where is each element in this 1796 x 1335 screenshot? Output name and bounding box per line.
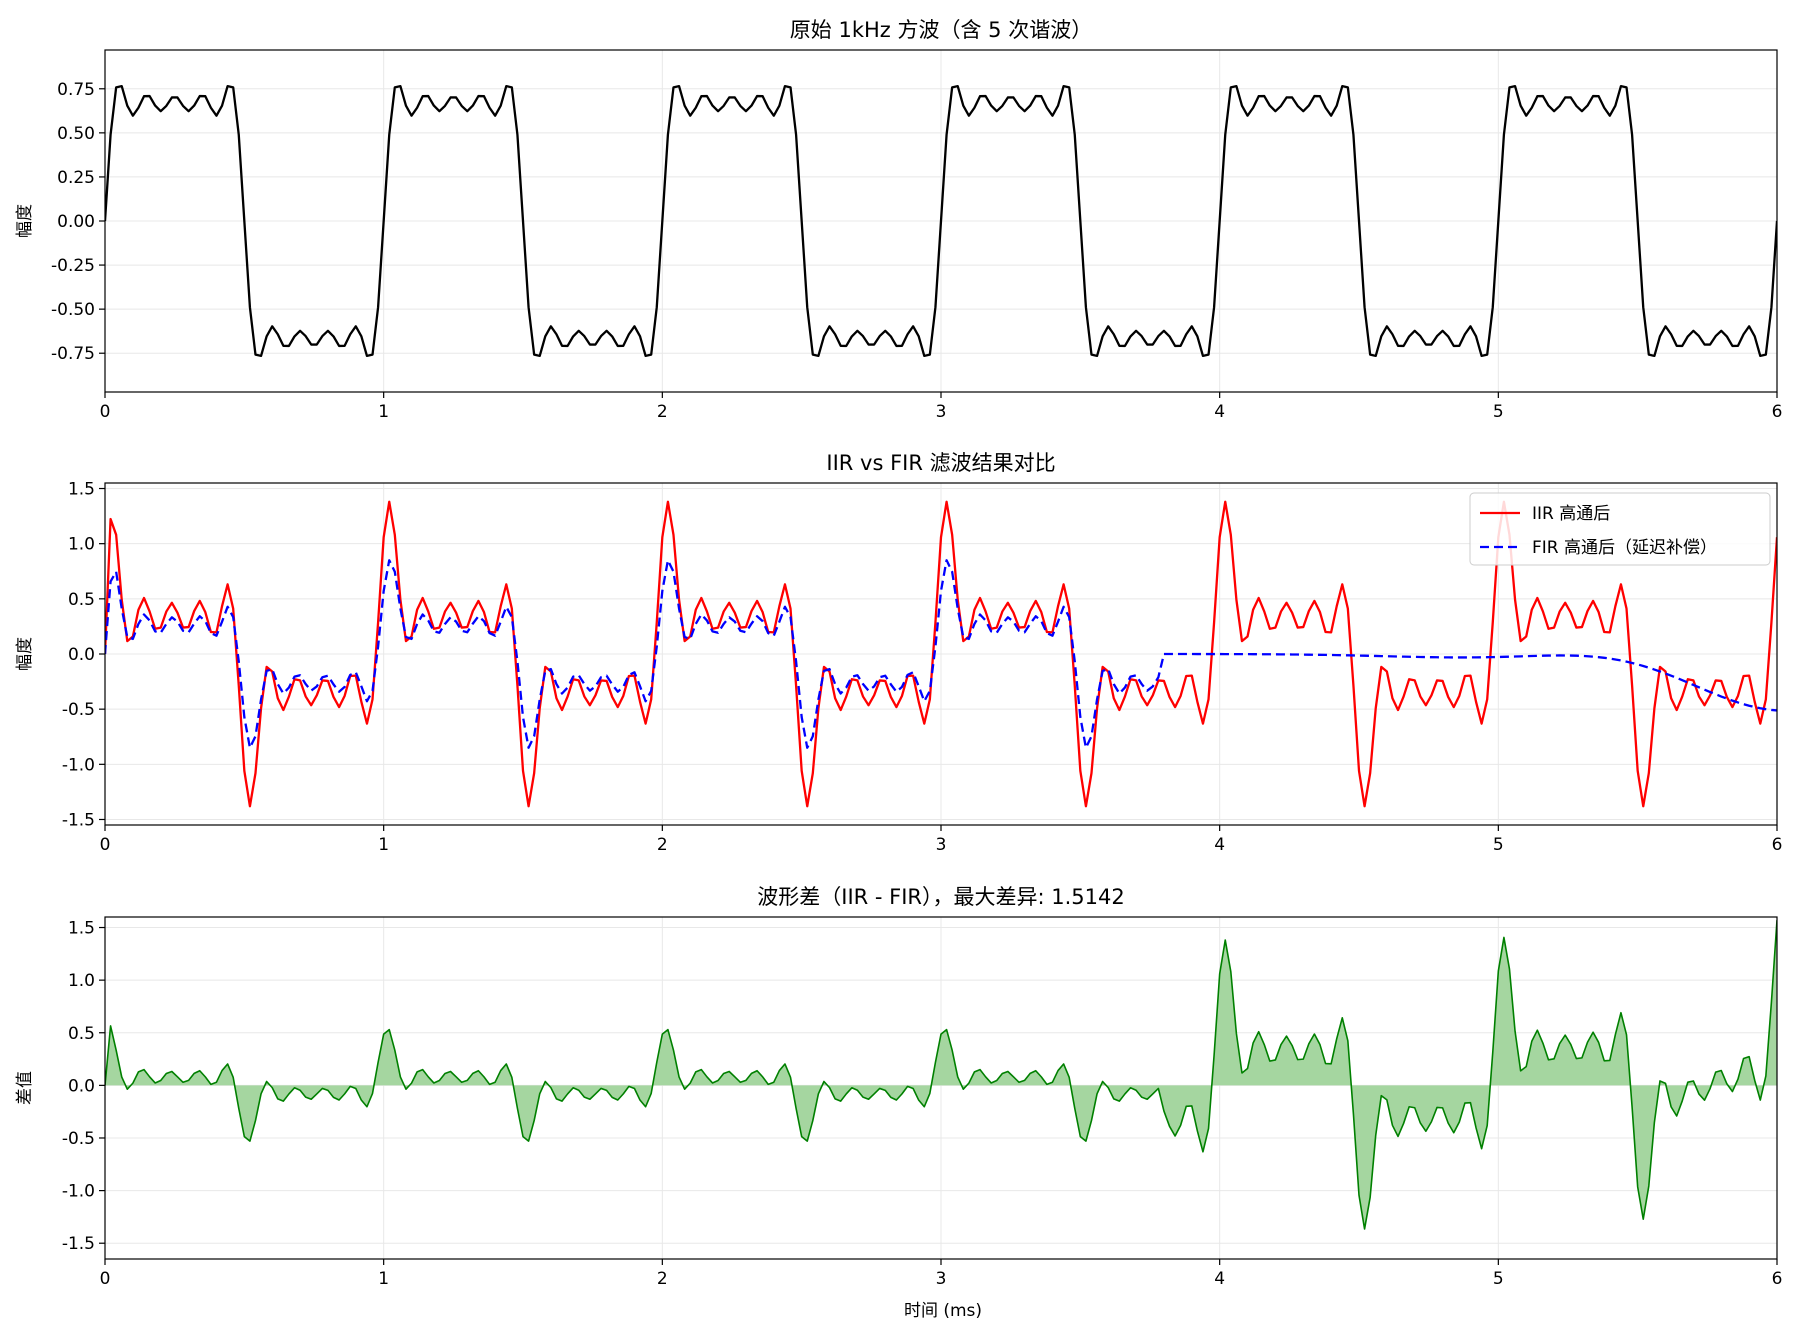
plot-area — [105, 920, 1777, 1230]
x-tick-label: 2 — [657, 835, 668, 855]
y-tick-label: -0.75 — [51, 344, 95, 364]
y-tick-label: 0.00 — [57, 212, 95, 232]
x-tick-label: 3 — [936, 402, 947, 422]
x-tick-label: 5 — [1493, 835, 1504, 855]
y-tick-label: 1.0 — [68, 971, 95, 991]
x-tick-label: 6 — [1772, 1269, 1783, 1289]
difference-area — [105, 920, 1777, 1229]
y-tick-label: -0.5 — [62, 1129, 95, 1149]
square-wave-line — [105, 84, 1777, 358]
y-tick-label: -1.0 — [62, 1182, 95, 1202]
plot-area — [105, 84, 1777, 358]
x-tick-label: 2 — [657, 402, 668, 422]
filter-comparison-plot: 0 1 2 3 4 5 6 1.5 1.0 0.5 0.0 -0.5 -1.0 -1.5 IIR vs FI… — [15, 451, 1782, 855]
plot-title: IIR vs FIR 滤波结果对比 — [826, 451, 1055, 475]
y-axis-label: 差值 — [15, 1071, 35, 1105]
x-tick-label: 2 — [657, 1269, 668, 1289]
x-tick-label: 4 — [1214, 402, 1225, 422]
fir-highpass-line — [105, 559, 1777, 749]
y-tick-label: 0.5 — [68, 1024, 95, 1044]
x-tick-label: 5 — [1493, 1269, 1504, 1289]
y-tick-label: 1.5 — [68, 480, 95, 500]
x-tick-label: 1 — [378, 1269, 389, 1289]
x-tick-label: 0 — [100, 835, 111, 855]
legend-label: IIR 高通后 — [1532, 504, 1610, 524]
y-tick-label: -0.25 — [51, 256, 95, 276]
plot-title: 波形差（IIR - FIR），最大差异: 1.5142 — [757, 885, 1125, 909]
x-tick-label: 6 — [1772, 402, 1783, 422]
x-tick-label: 4 — [1214, 835, 1225, 855]
y-tick-label: -0.5 — [62, 700, 95, 720]
y-axis-label: 幅度 — [15, 637, 35, 671]
y-axis-label: 幅度 — [15, 204, 35, 238]
x-tick-label: 3 — [936, 1269, 947, 1289]
y-tick-label: -1.5 — [62, 1234, 95, 1254]
x-tick-label: 0 — [100, 402, 111, 422]
x-tick-label: 1 — [378, 835, 389, 855]
legend-label: FIR 高通后（延迟补偿） — [1532, 538, 1717, 558]
x-axis-label: 时间 (ms) — [904, 1301, 982, 1321]
y-tick-label: 0.5 — [68, 590, 95, 610]
y-tick-label: 0.25 — [57, 168, 95, 188]
plot-title: 原始 1kHz 方波（含 5 次谐波） — [790, 18, 1092, 42]
square-wave-plot: 0 1 2 3 4 5 6 0.75 0.50 0.25 0.00 -0.25 -0.50 -0.75 原始… — [15, 18, 1782, 422]
y-tick-label: 0.0 — [68, 1076, 95, 1096]
difference-plot: 0 1 2 3 4 5 6 1.5 1.0 0.5 0.0 -0.5 -1.0 -1.5 波形差（IIR -… — [15, 885, 1782, 1289]
y-tick-label: -0.50 — [51, 300, 95, 320]
y-tick-label: 0.50 — [57, 124, 95, 144]
y-tick-label: 0.75 — [57, 80, 95, 100]
x-tick-label: 0 — [100, 1269, 111, 1289]
y-tick-label: 0.0 — [68, 645, 95, 665]
y-tick-label: 1.5 — [68, 919, 95, 939]
x-tick-label: 4 — [1214, 1269, 1225, 1289]
x-tick-label: 6 — [1772, 835, 1783, 855]
legend-box — [1469, 492, 1771, 566]
difference-line — [105, 920, 1777, 1230]
x-tick-label: 5 — [1493, 402, 1504, 422]
x-tick-label: 1 — [378, 402, 389, 422]
y-tick-label: -1.5 — [62, 810, 95, 830]
x-tick-label: 3 — [936, 835, 947, 855]
y-tick-label: 1.0 — [68, 535, 95, 555]
y-tick-label: -1.0 — [62, 755, 95, 775]
